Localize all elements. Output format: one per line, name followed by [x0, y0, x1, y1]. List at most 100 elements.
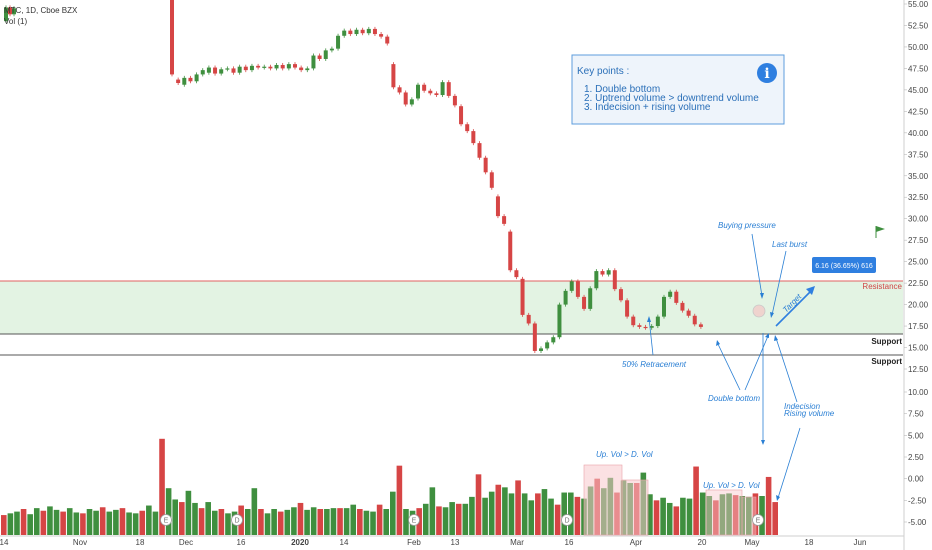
- volume-bar: [93, 510, 99, 535]
- price-tick-label: 37.50: [908, 150, 929, 159]
- candle: [8, 5, 12, 17]
- volume-bar: [258, 509, 264, 535]
- volume-bar: [653, 500, 660, 535]
- volume-bar: [139, 510, 146, 535]
- time-tick-label: 14: [0, 538, 9, 547]
- volume-bar: [343, 508, 350, 535]
- support-label-2: Support: [871, 357, 902, 366]
- candle: [483, 155, 488, 175]
- volume-bar: [53, 509, 60, 535]
- candle: [428, 88, 433, 96]
- candle: [225, 66, 230, 72]
- up-volume-highlight-2: [705, 489, 743, 536]
- candle: [489, 170, 494, 190]
- candle: [268, 64, 273, 71]
- volume-bar: [218, 509, 225, 535]
- volume-axis-ticks: 10.00 7.50 5.00 2.50 0.00 -2.50 -5.00: [904, 388, 929, 527]
- price-tick-label: 47.50: [908, 64, 929, 73]
- volume-bar: [330, 508, 337, 535]
- candle: [342, 28, 347, 38]
- price-tick-label: 35.00: [908, 172, 929, 181]
- event-marker-label: D: [234, 518, 239, 525]
- volume-bar: [47, 506, 53, 535]
- up-volume-annotation-1: Up. Vol > D. Vol: [596, 450, 653, 459]
- volume-indicator-label: Vol (1): [4, 17, 27, 26]
- candle: [354, 27, 359, 37]
- candle: [569, 279, 574, 293]
- volume-bar: [699, 492, 706, 535]
- price-tick-label: 17.50: [908, 322, 929, 331]
- candle: [360, 27, 365, 36]
- volume-bar: [337, 508, 343, 535]
- key-point-2: 2. Uptrend volume > downtrend volume: [584, 93, 759, 104]
- candle: [385, 34, 390, 46]
- candle: [403, 90, 408, 107]
- candle: [606, 268, 611, 277]
- event-marker: [561, 514, 573, 526]
- volume-bar: [297, 502, 304, 535]
- volume-bar: [502, 487, 508, 535]
- volume-bar: [357, 509, 363, 535]
- volume-bar: [746, 496, 752, 535]
- price-tick-label: 30.00: [908, 215, 929, 224]
- volume-bar: [211, 510, 218, 535]
- candle: [434, 91, 439, 98]
- volume-bar: [455, 503, 462, 535]
- volume-bar: [528, 500, 535, 535]
- volume-bar: [1, 515, 7, 535]
- candle: [416, 82, 420, 101]
- volume-bar: [515, 480, 521, 535]
- candle: [188, 75, 193, 84]
- indecision-annotation: Indecision: [784, 402, 821, 411]
- candle: [336, 33, 341, 51]
- volume-bar: [673, 506, 680, 535]
- candle: [471, 129, 476, 146]
- volume-bar: [106, 511, 113, 535]
- event-marker-label: D: [564, 518, 569, 525]
- candle: [600, 269, 605, 277]
- down-volume-highlight-1: [621, 479, 649, 536]
- candle: [686, 308, 691, 318]
- price-tick-label: 25.00: [908, 258, 929, 267]
- price-tick-label: 27.50: [908, 236, 929, 245]
- key-points-box: Key points : 1. Double bottom 2. Uptrend…: [571, 54, 785, 125]
- volume-bars: [1, 438, 778, 535]
- time-tick-label: May: [744, 538, 759, 547]
- volume-tick-label: 5.00: [908, 431, 924, 440]
- time-tick-label: 13: [451, 538, 460, 547]
- candle: [452, 93, 457, 108]
- time-tick-label: 16: [237, 538, 246, 547]
- price-tick-label: 42.50: [908, 107, 929, 116]
- time-tick-label: 20: [698, 538, 707, 547]
- volume-bar: [666, 502, 673, 535]
- volume-bar: [508, 493, 515, 535]
- support-label-1: Support: [871, 337, 902, 346]
- target-measure-text: 6.16 (36.65%) 616: [815, 263, 873, 270]
- time-tick-label: Mar: [510, 538, 524, 547]
- time-tick-label: Jun: [854, 538, 867, 547]
- event-marker-label: E: [412, 518, 417, 525]
- candle: [594, 269, 599, 291]
- buying-pressure-annotation: Buying pressure: [718, 221, 776, 230]
- volume-bar: [535, 493, 541, 535]
- candle: [674, 289, 679, 305]
- candle: [563, 288, 568, 307]
- candle: [182, 75, 187, 87]
- candle: [520, 276, 525, 317]
- candle: [231, 66, 236, 75]
- volume-bar: [284, 509, 291, 535]
- candle: [409, 97, 414, 107]
- time-tick-label: 14: [340, 538, 349, 547]
- volume-bar: [152, 511, 159, 535]
- volume-bar: [14, 511, 20, 535]
- retracement-annotation: 50% Retracement: [622, 360, 687, 369]
- target-measure-box: 6.16 (36.65%) 616: [812, 257, 876, 273]
- volume-bar: [383, 509, 389, 535]
- price-tick-label: 45.00: [908, 86, 929, 95]
- candle: [206, 65, 211, 75]
- volume-bar: [462, 503, 469, 535]
- volume-bar: [185, 490, 192, 535]
- volume-bar: [244, 509, 251, 535]
- volume-bar: [429, 487, 436, 535]
